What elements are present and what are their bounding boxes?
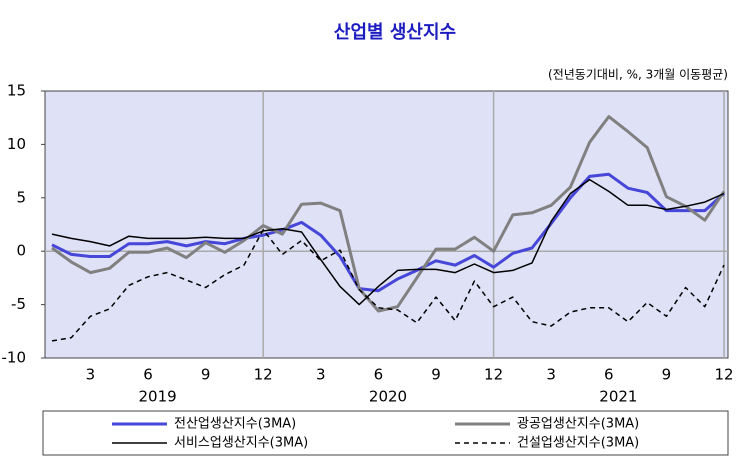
x-tick-label: 3 <box>546 366 556 384</box>
y-tick-label: 10 <box>7 135 26 153</box>
chart-subtitle: (전년동기대비, %, 3개월 이동평균) <box>548 68 728 82</box>
x-tick-label: 9 <box>431 366 441 384</box>
y-tick-label: 15 <box>7 82 26 100</box>
year-label: 2019 <box>139 388 177 406</box>
legend-label: 광공업생산지수(3MA) <box>517 417 639 432</box>
x-tick-label: 3 <box>86 366 96 384</box>
legend-label: 건설업생산지수(3MA) <box>517 436 639 451</box>
y-tick-label: -5 <box>11 295 26 313</box>
y-tick-label: -10 <box>2 349 27 367</box>
y-tick-label: 0 <box>16 242 26 260</box>
legend-label: 서비스업생산지수(3MA) <box>174 436 308 451</box>
series-line <box>51 229 725 342</box>
plot-area <box>44 90 729 359</box>
legend-label: 전산업생산지수(3MA) <box>174 417 296 432</box>
x-tick-label: 3 <box>316 366 326 384</box>
y-tick-label: 5 <box>16 188 26 206</box>
x-tick-label: 6 <box>604 366 614 384</box>
x-tick-label: 6 <box>374 366 384 384</box>
x-tick-label: 12 <box>714 366 733 384</box>
series-line <box>51 172 725 293</box>
x-tick-label: 6 <box>143 366 153 384</box>
x-tick-label: 12 <box>254 366 273 384</box>
x-tick-label: 12 <box>484 366 503 384</box>
chart-title: 산업별 생산지수 <box>334 22 456 43</box>
year-label: 2020 <box>369 388 407 406</box>
legend <box>42 410 729 456</box>
series-line <box>51 178 725 306</box>
year-label: 2021 <box>599 388 637 406</box>
x-tick-label: 9 <box>662 366 672 384</box>
x-tick-label: 9 <box>201 366 211 384</box>
